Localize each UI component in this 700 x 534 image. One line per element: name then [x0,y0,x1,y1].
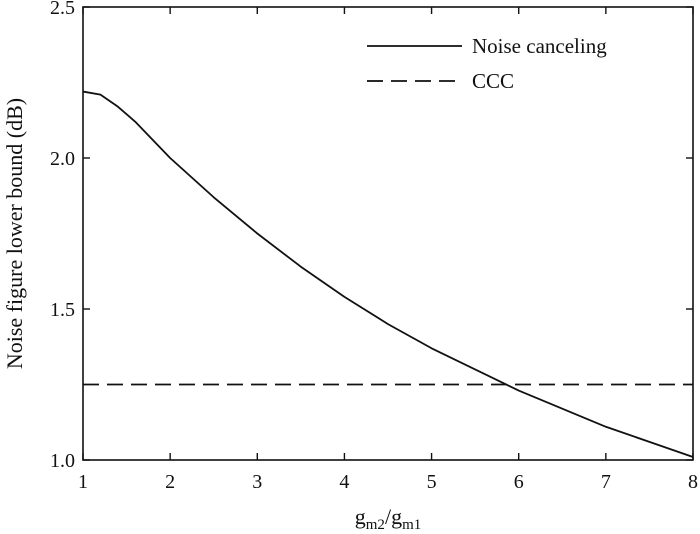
x-tick-label: 3 [252,471,262,493]
plot-frame [82,6,694,461]
x-tick-label: 5 [427,471,437,493]
axis-labels: Noise figure lower bound (dB) gm2/gm1 [2,98,421,533]
y-tick-label: 1.5 [50,299,75,321]
x-tick-label: 1 [78,471,88,493]
axes: 1 2 3 4 5 6 7 8 1.0 1.5 2.0 2.5 [50,0,698,493]
x-tick-label: 6 [514,471,524,493]
y-tick-label: 1.0 [50,450,75,472]
y-tick-label: 2.0 [50,148,75,170]
x-tick-label: 8 [688,471,698,493]
legend-label: CCC [472,69,514,93]
x-axis-label: gm2/gm1 [355,504,421,533]
x-tick-label: 4 [339,471,349,493]
x-tick-label: 2 [165,471,175,493]
x-tick-label: 7 [601,471,611,493]
plot-area [82,90,694,458]
legend: Noise canceling CCC [367,34,607,93]
series-line-noise-canceling [82,90,694,458]
y-axis-label: Noise figure lower bound (dB) [2,98,27,369]
legend-label: Noise canceling [472,34,607,58]
y-tick-label: 2.5 [50,0,75,19]
